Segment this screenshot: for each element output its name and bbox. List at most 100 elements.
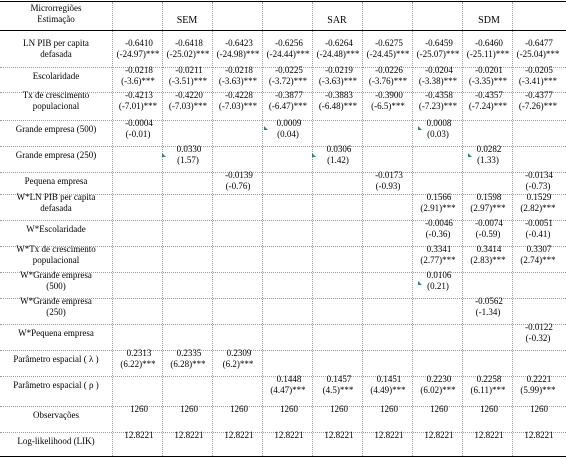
row-label: Grande empresa (500) xyxy=(15,124,97,134)
grid-vline xyxy=(312,2,313,456)
coef-cell: -0.0004 xyxy=(125,118,153,128)
coef-cell: 0.3341 xyxy=(426,244,452,254)
row-separator xyxy=(0,406,566,407)
row-separator xyxy=(0,432,566,433)
tstat-cell: (-24.45)*** xyxy=(366,49,410,59)
tstat-cell: (-25.11)*** xyxy=(466,49,510,59)
tstat-cell: (-6.47)*** xyxy=(268,101,308,111)
coef-cell: 12.8221 xyxy=(274,430,304,440)
tstat-cell: (6.22)*** xyxy=(120,359,156,369)
tstat-cell: (-0.32) xyxy=(525,333,551,343)
coef-cell: 1260 xyxy=(280,404,298,414)
header-rule xyxy=(0,30,566,31)
tstat-cell: (-0.59) xyxy=(475,229,501,239)
row-label: defasada xyxy=(40,203,72,213)
tstat-cell: (-7.23)*** xyxy=(418,101,458,111)
row-label: W*Grande empresa xyxy=(20,296,92,306)
coef-cell: 12.8221 xyxy=(474,430,504,440)
row-label: (250) xyxy=(46,307,66,317)
coef-cell: 1260 xyxy=(430,404,448,414)
row-label: Grande empresa (250) xyxy=(15,150,97,160)
coef-cell: 0.0008 xyxy=(426,118,452,128)
tstat-cell: (-3.35)*** xyxy=(468,76,508,86)
coef-cell: -0.0122 xyxy=(525,322,553,332)
coef-cell: 12.8221 xyxy=(374,430,404,440)
coef-cell: 0.3307 xyxy=(526,244,552,254)
coef-cell: -0.4228 xyxy=(225,90,253,100)
row-label: populacional xyxy=(32,101,80,111)
tstat-cell: (-3.72)*** xyxy=(268,76,308,86)
tstat-cell: (6.02)*** xyxy=(420,385,456,395)
tstat-cell: (-25.07)*** xyxy=(416,49,460,59)
tstat-cell: (5.99)*** xyxy=(520,385,556,395)
row-label: W*LN PIB per capita xyxy=(16,192,96,202)
tstat-cell: (-25.02)*** xyxy=(166,49,210,59)
cell-indicator-icon xyxy=(264,126,268,130)
tstat-cell: (-3.6)*** xyxy=(121,76,155,86)
tstat-cell: (4.47)*** xyxy=(270,385,306,395)
tstat-cell: (2.82)*** xyxy=(520,203,556,213)
tstat-cell: (2.77)*** xyxy=(420,255,456,265)
coef-cell: -0.0134 xyxy=(525,170,553,180)
row-separator xyxy=(0,120,566,121)
group-header-sem: SEM xyxy=(176,15,198,26)
tstat-cell: (-3.63)*** xyxy=(218,76,258,86)
coef-cell: 1260 xyxy=(530,404,548,414)
tstat-cell: (4.5)*** xyxy=(322,385,354,395)
grid-vline xyxy=(462,2,463,456)
row-separator xyxy=(0,350,566,351)
row-separator xyxy=(0,220,566,221)
coef-cell: -0.6418 xyxy=(175,38,203,48)
tstat-cell: (-3.63)*** xyxy=(318,76,358,86)
row-label: W*Tx de crescimento xyxy=(16,244,96,254)
coef-cell: -0.0074 xyxy=(475,218,503,228)
row-separator xyxy=(0,272,566,273)
coef-cell: 0.1457 xyxy=(326,374,352,384)
tstat-cell: (4.49)*** xyxy=(370,385,406,395)
bottom-rule xyxy=(0,456,566,457)
tstat-cell: (1.33) xyxy=(477,155,499,165)
row-separator xyxy=(0,172,566,173)
coef-cell: -0.4377 xyxy=(525,90,553,100)
coef-cell: 0.2313 xyxy=(126,348,152,358)
tstat-cell: (-0.73) xyxy=(525,181,551,191)
grid-vline xyxy=(412,2,413,456)
row-label: Parâmetro espacial ( ρ ) xyxy=(13,380,99,390)
coef-cell: -0.3900 xyxy=(375,90,403,100)
tstat-cell: (-6.5)*** xyxy=(371,101,405,111)
coef-cell: -0.0218 xyxy=(125,65,153,75)
coef-cell: -0.6256 xyxy=(275,38,303,48)
row-label: LN PIB per capita xyxy=(23,38,89,48)
coef-cell: -0.6423 xyxy=(225,38,253,48)
tstat-cell: (-24.97)*** xyxy=(116,49,160,59)
row-separator xyxy=(0,246,566,247)
tstat-cell: (1.42) xyxy=(327,155,349,165)
coef-cell: 0.2309 xyxy=(226,348,252,358)
coef-cell: -0.0562 xyxy=(475,296,503,306)
row-label: populacional xyxy=(32,255,80,265)
row-separator xyxy=(0,146,566,147)
coef-cell: 0.0330 xyxy=(176,144,202,154)
row-separator xyxy=(0,298,566,299)
grid-vline xyxy=(212,2,213,456)
row-label: Escolaridade xyxy=(32,71,80,81)
tstat-cell: (-7.03)*** xyxy=(218,101,258,111)
tstat-cell: (-24.98)*** xyxy=(216,49,260,59)
coef-cell: 0.0106 xyxy=(426,270,452,280)
tstat-cell: (-3.38)*** xyxy=(418,76,458,86)
coef-cell: -0.0219 xyxy=(325,65,353,75)
tstat-cell: (-7.26)*** xyxy=(518,101,558,111)
tstat-cell: (-25.04)*** xyxy=(516,49,560,59)
coef-cell: 0.1598 xyxy=(476,192,502,202)
tstat-cell: (-0.41) xyxy=(525,229,551,239)
grid-vline xyxy=(162,2,163,456)
coef-cell: 12.8221 xyxy=(424,430,454,440)
coef-cell: -0.0205 xyxy=(525,65,553,75)
grid-vline xyxy=(262,2,263,456)
tstat-cell: (2.91)*** xyxy=(420,203,456,213)
row-label: defasada xyxy=(40,49,72,59)
tstat-cell: (-24.48)*** xyxy=(316,49,360,59)
coef-cell: -0.0204 xyxy=(425,65,453,75)
stub-header-line1: Microrregiões xyxy=(30,3,82,13)
coef-cell: -0.3883 xyxy=(325,90,353,100)
